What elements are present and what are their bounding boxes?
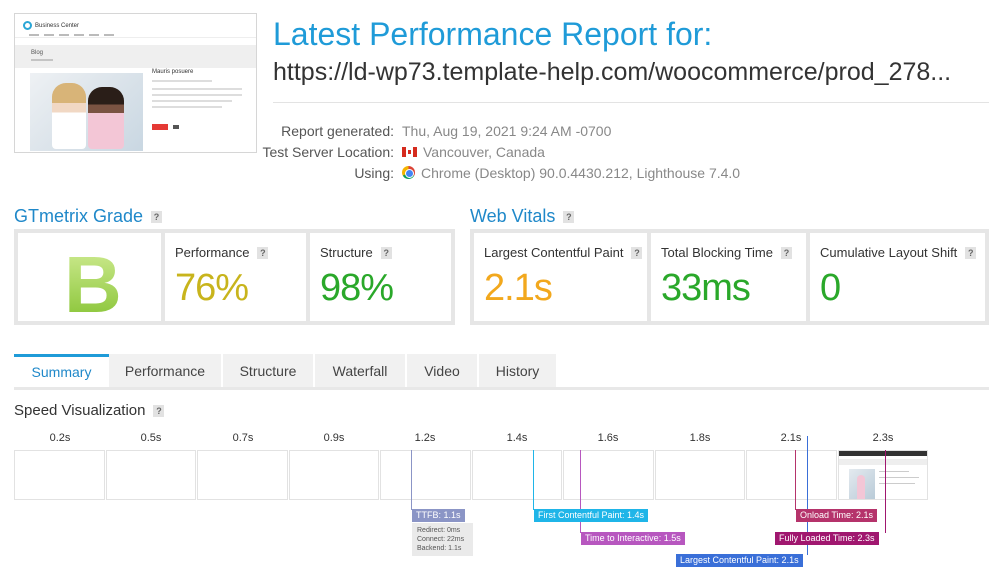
ttfb-marker: TTFB: 1.1s	[412, 509, 465, 522]
ttfb-redirect: Redirect: 0ms	[417, 527, 461, 534]
server-location-label: Test Server Location:	[262, 143, 394, 160]
lcp-card: Largest Contentful Paint? 2.1s	[474, 233, 647, 321]
thumbnail-logo-icon	[23, 21, 32, 30]
page-screenshot-thumbnail: Business Center Blog Mauris posuere	[14, 13, 257, 153]
ttfb-backend: Backend: 1.1s	[417, 545, 462, 552]
using-label: Using:	[354, 164, 394, 181]
help-icon[interactable]: ?	[965, 246, 977, 259]
filmstrip-frame[interactable]	[197, 450, 288, 500]
help-icon[interactable]: ?	[380, 246, 392, 259]
onload-marker: Onload Time: 2.1s	[796, 509, 878, 522]
help-icon[interactable]: ?	[781, 246, 792, 259]
help-icon[interactable]: ?	[151, 210, 163, 223]
thumbnail-button	[152, 124, 168, 130]
filmstrip-time: 1.6s	[597, 432, 619, 444]
server-location-value: Vancouver, Canada	[423, 143, 545, 160]
report-url[interactable]: https://ld-wp73.template-help.com/woocom…	[273, 58, 952, 86]
report-generated-value: Thu, Aug 19, 2021 9:24 AM -0700	[402, 122, 612, 139]
report-title: Latest Performance Report for:	[273, 16, 713, 52]
web-vitals-panel: Largest Contentful Paint? 2.1s Total Blo…	[470, 229, 989, 325]
lcp-value: 2.1s	[484, 267, 553, 309]
structure-card: Structure? 98%	[310, 233, 451, 321]
chrome-icon	[402, 166, 415, 179]
web-vitals-title: Web Vitals?	[470, 206, 575, 227]
fcp-marker: First Contentful Paint: 1.4s	[534, 509, 649, 522]
browser-info-value: Chrome (Desktop) 90.0.4430.212, Lighthou…	[421, 164, 741, 181]
tab-waterfall[interactable]: Waterfall	[315, 354, 407, 387]
structure-label: Structure	[320, 245, 373, 260]
tti-marker: Time to Interactive: 1.5s	[581, 532, 685, 545]
structure-score: 98%	[320, 267, 394, 309]
report-meta: Report generated: Thu, Aug 19, 2021 9:24…	[260, 120, 740, 183]
fully-loaded-line	[885, 450, 886, 533]
grade-letter: B	[64, 240, 122, 329]
filmstrip-frame[interactable]	[289, 450, 379, 500]
gtmetrix-grade-title: GTmetrix Grade?	[14, 206, 163, 227]
filmstrip-time: 0.9s	[323, 432, 345, 444]
thumbnail-nav	[29, 34, 114, 36]
thumbnail-logo-text: Business Center	[35, 22, 80, 29]
help-icon[interactable]: ?	[563, 210, 575, 223]
onload-line	[795, 450, 796, 510]
fcp-line	[533, 450, 534, 510]
performance-card: Performance? 76%	[165, 233, 306, 321]
tab-performance[interactable]: Performance	[109, 354, 223, 387]
filmstrip-time: 0.2s	[49, 432, 71, 444]
header-divider	[273, 102, 989, 103]
filmstrip-time: 0.7s	[232, 432, 254, 444]
thumbnail-heading-bar: Blog	[15, 45, 256, 68]
ttfb-line	[411, 450, 412, 510]
performance-score: 76%	[175, 267, 249, 309]
filmstrip-time: 1.2s	[414, 432, 436, 444]
fully-loaded-marker: Fully Loaded Time: 2.3s	[775, 532, 879, 545]
cls-card: Cumulative Layout Shift? 0	[810, 233, 985, 321]
filmstrip-time: 0.5s	[140, 432, 162, 444]
thumbnail-page-heading: Blog	[31, 50, 44, 56]
thumbnail-breadcrumb	[31, 59, 53, 61]
filmstrip-frame[interactable]	[472, 450, 562, 500]
tab-structure[interactable]: Structure	[223, 354, 315, 387]
cls-label: Cumulative Layout Shift	[820, 245, 958, 260]
speed-visualization-title: Speed Visualization?	[14, 402, 165, 419]
help-icon[interactable]: ?	[257, 246, 269, 259]
filmstrip-frame[interactable]	[563, 450, 654, 500]
tti-line	[580, 450, 581, 533]
filmstrip-frame-loaded[interactable]	[838, 450, 928, 500]
thumbnail-photo	[30, 73, 143, 151]
server-location: Vancouver, Canada	[402, 142, 545, 162]
cls-value: 0	[820, 267, 841, 309]
ttfb-details: Redirect: 0ms Connect: 22ms Backend: 1.1…	[412, 523, 473, 556]
gtmetrix-grade-panel: B Performance? 76% Structure? 98%	[14, 229, 455, 329]
browser-info: Chrome (Desktop) 90.0.4430.212, Lighthou…	[402, 163, 740, 183]
lcp-label: Largest Contentful Paint	[484, 245, 624, 260]
filmstrip-time: 2.3s	[872, 432, 894, 444]
tbt-value: 33ms	[661, 267, 751, 309]
tab-video[interactable]: Video	[407, 354, 479, 387]
tab-summary[interactable]: Summary	[14, 354, 109, 387]
tbt-label: Total Blocking Time	[661, 245, 773, 260]
thumbnail-post-title: Mauris posuere	[152, 69, 194, 75]
report-generated-label: Report generated:	[281, 122, 394, 139]
filmstrip-time: 1.4s	[506, 432, 528, 444]
filmstrip-frame[interactable]	[106, 450, 196, 500]
filmstrip-time: 1.8s	[689, 432, 711, 444]
tbt-card: Total Blocking Time? 33ms	[651, 233, 806, 321]
report-tabs: Summary Performance Structure Waterfall …	[14, 354, 989, 390]
grade-card: B	[18, 233, 161, 329]
performance-label: Performance	[175, 245, 250, 260]
filmstrip-frame[interactable]	[14, 450, 105, 500]
help-icon[interactable]: ?	[153, 404, 165, 417]
filmstrip-frame[interactable]	[655, 450, 745, 500]
ttfb-connect: Connect: 22ms	[417, 536, 465, 543]
tab-history[interactable]: History	[479, 354, 558, 387]
lcp-marker: Largest Contentful Paint: 2.1s	[676, 554, 803, 567]
filmstrip-frame[interactable]	[746, 450, 837, 500]
canada-flag-icon	[402, 146, 417, 157]
filmstrip-time: 2.1s	[780, 432, 802, 444]
help-icon[interactable]: ?	[631, 246, 643, 259]
lcp-line	[807, 436, 808, 555]
thumbnail-header: Business Center	[15, 14, 256, 38]
filmstrip-frame[interactable]	[380, 450, 471, 500]
